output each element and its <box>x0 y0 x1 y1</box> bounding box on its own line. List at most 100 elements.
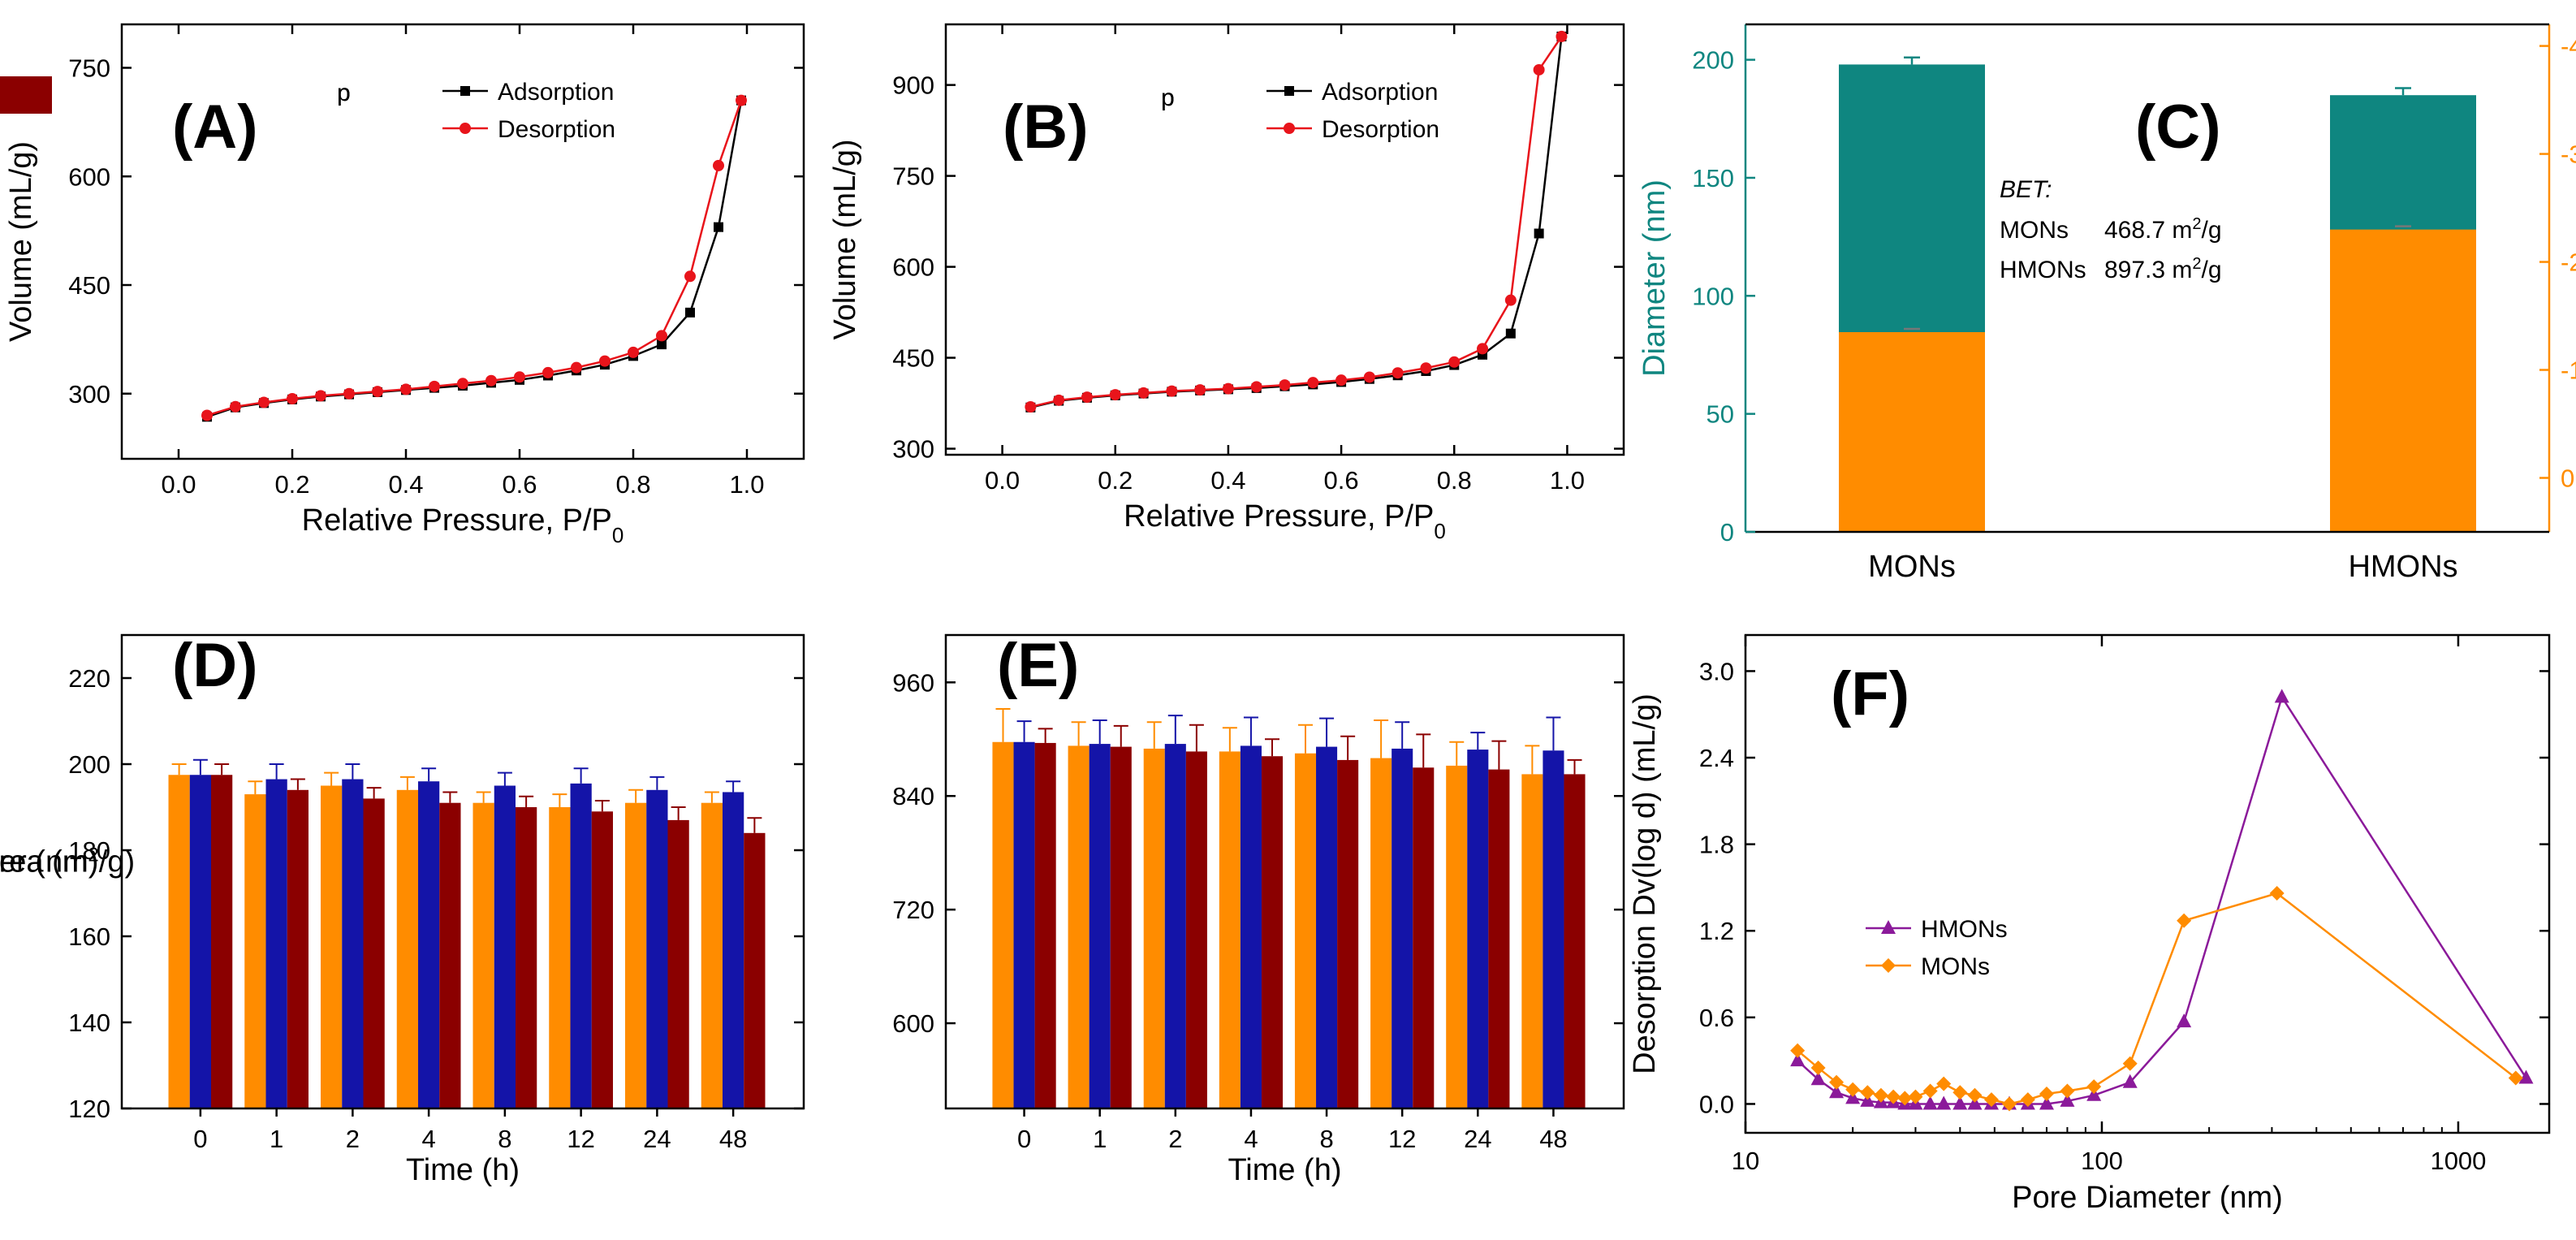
bar-ph-10 <box>591 811 613 1108</box>
data-point <box>315 390 326 402</box>
bar-ph-10 <box>1185 751 1207 1108</box>
bar-ph-4 <box>1521 774 1543 1108</box>
y-tick-label: 160 <box>68 922 110 951</box>
series-line-mons <box>1797 892 2517 1105</box>
data-point <box>485 374 497 387</box>
bar-ph-10 <box>363 798 385 1108</box>
bar-ph-4 <box>396 789 418 1108</box>
data-point <box>258 396 270 408</box>
data-point <box>457 378 468 390</box>
data-point <box>2274 689 2289 703</box>
y-tick-label: 960 <box>892 668 934 697</box>
x-tick-label: 0.6 <box>1324 466 1359 495</box>
bar-ph-10 <box>1564 774 1586 1108</box>
data-point <box>1335 374 1348 387</box>
x-tick-label: 0.0 <box>985 466 1020 495</box>
bar-ph-7 <box>342 779 364 1108</box>
data-point <box>1897 1091 1913 1106</box>
data-point <box>1908 1089 1923 1104</box>
data-point <box>1392 367 1404 379</box>
x-tick-label: 0.2 <box>1098 466 1133 495</box>
x-tick-label: 0.2 <box>274 470 309 499</box>
y-tick-label: 750 <box>68 54 110 83</box>
data-point <box>2177 913 2192 928</box>
bar-ph-4 <box>1294 753 1317 1108</box>
panel-label: (E) <box>997 631 1079 700</box>
x-category-label: MONs <box>1868 550 1956 584</box>
data-point <box>684 270 696 283</box>
data-point <box>628 346 639 358</box>
bar-ph-4 <box>1370 758 1392 1108</box>
data-point <box>2001 1096 2017 1112</box>
y-tick-label: 140 <box>68 1009 110 1037</box>
data-point <box>1790 1043 1806 1058</box>
bar-ph-10 <box>1337 759 1359 1108</box>
data-point <box>685 307 695 318</box>
data-point <box>1053 394 1065 406</box>
data-point <box>2122 1074 2138 1088</box>
bar-ph-7 <box>1013 741 1035 1108</box>
data-point <box>1922 1083 1938 1099</box>
data-point <box>343 387 355 400</box>
y-tick-label: 600 <box>892 253 934 282</box>
bar-ph-10 <box>744 832 766 1108</box>
y-tick-label: 150 <box>1692 164 1734 192</box>
bar-ph-10 <box>1034 742 1056 1108</box>
data-point <box>2060 1083 2075 1099</box>
data-point <box>1556 30 1568 42</box>
x-tick-label: 48 <box>719 1125 747 1153</box>
bet-value: 468.7 m2/g <box>2104 215 2222 244</box>
legend-label: pH 4 <box>337 80 2576 106</box>
x-category-label: HMONs <box>2348 550 2457 584</box>
bar-ph-4 <box>321 785 343 1108</box>
data-point <box>1250 381 1262 393</box>
y-tick-label: 200 <box>1692 46 1734 75</box>
data-point <box>1534 228 1544 239</box>
data-point <box>1845 1090 1861 1104</box>
x-tick-label: 4 <box>1244 1125 1258 1153</box>
data-point <box>1873 1087 1888 1103</box>
bar-ph-4 <box>701 802 723 1108</box>
plot-frame <box>944 23 1625 456</box>
data-point <box>2518 1069 2534 1084</box>
legend-label: Adsorption <box>1322 79 1438 106</box>
bet-value: 897.3 m2/g <box>2104 255 2222 283</box>
data-point <box>1137 387 1150 399</box>
x-tick-label: 1.0 <box>729 470 764 499</box>
panel-label: (A) <box>172 93 258 162</box>
chart-A: 0.0 0.2 0.4 0.6 0.8 1.0 300 450 600 750 Relative P… <box>4 23 805 547</box>
y-axis-label: Desorption Dv(log d) (mL/g) <box>1628 693 1662 1074</box>
data-point <box>1194 384 1206 396</box>
x-tick-label: 0.8 <box>1437 466 1472 495</box>
data-point <box>2269 886 2285 901</box>
bar-ph-10 <box>1261 756 1284 1108</box>
bar-ph-10 <box>287 789 309 1108</box>
series-line-adsorption <box>206 100 743 418</box>
bar-ph-7 <box>1467 750 1489 1108</box>
x-tick-label: 0.4 <box>1210 466 1245 495</box>
y-tick-label: 0.0 <box>1699 1090 1734 1118</box>
data-point <box>2086 1079 2102 1095</box>
x-tick-label: 10 <box>1732 1147 1759 1175</box>
bar-ph-4 <box>1446 765 1468 1108</box>
legend-swatch <box>0 81 52 114</box>
x-tick-label: 0.6 <box>502 470 537 499</box>
chart-B: 0.0 0.2 0.4 0.6 0.8 1.0 300 450 600 750 900 Relativ… <box>828 23 1625 543</box>
y-tick-label: 750 <box>892 162 934 191</box>
legend-label: Desorption <box>1322 116 1439 143</box>
panel-label: (D) <box>172 631 258 700</box>
x-tick-label: 0.8 <box>615 470 650 499</box>
bar-ph-7 <box>570 783 592 1108</box>
bar-ph-4 <box>1143 748 1165 1108</box>
data-point <box>1936 1095 1952 1110</box>
data-point <box>2020 1092 2035 1108</box>
data-point <box>657 339 667 350</box>
data-point <box>2060 1092 2075 1107</box>
bar-ph-7 <box>1240 745 1262 1108</box>
plot-frame <box>120 23 805 460</box>
legend-label: HMONs <box>1921 916 2008 943</box>
y-tick-label: 300 <box>68 380 110 408</box>
x-axis-label: Time (h) <box>406 1153 520 1187</box>
bar-ph-7 <box>1164 744 1186 1108</box>
x-tick-label: 100 <box>2081 1147 2123 1175</box>
